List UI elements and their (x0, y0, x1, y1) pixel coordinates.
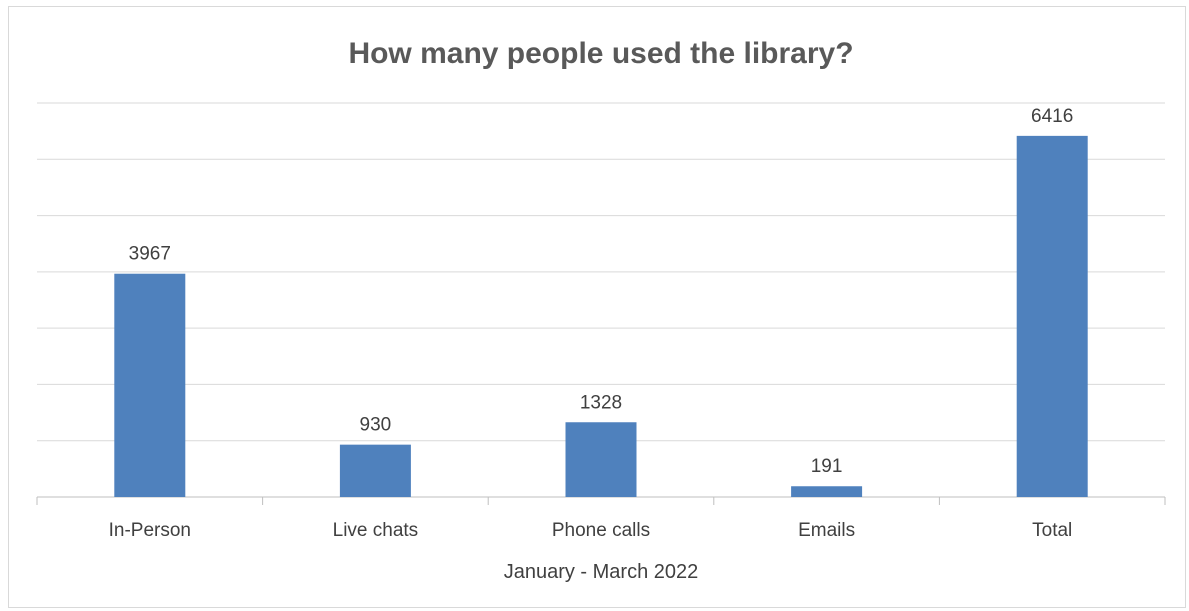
data-label-emails: 191 (811, 456, 843, 477)
x-tick-label-live-chats: Live chats (333, 520, 419, 541)
x-tick-label-phone-calls: Phone calls (552, 520, 650, 541)
data-label-in-person: 3967 (129, 244, 171, 265)
x-tick-label-in-person: In-Person (109, 520, 191, 541)
x-tick-label-emails: Emails (798, 520, 855, 541)
gridlines (37, 102, 1165, 442)
data-label-live-chats: 930 (360, 415, 392, 436)
bar-phone-calls (565, 422, 637, 497)
x-tick-labels: In-Person Live chats Phone calls Emails Tota… (109, 520, 1073, 541)
bars (114, 135, 1088, 497)
x-tick-label-total: Total (1032, 520, 1072, 541)
bar-total (1016, 135, 1088, 497)
data-label-total: 6416 (1031, 106, 1073, 127)
data-labels: 3967 930 1328 191 6416 (129, 106, 1074, 477)
bar-live-chats (339, 444, 411, 497)
data-label-phone-calls: 1328 (580, 392, 622, 413)
chart-title: How many people used the library? (348, 37, 853, 70)
bar-in-person (114, 273, 186, 497)
x-axis (36, 496, 1166, 505)
x-axis-title: January - March 2022 (504, 561, 699, 583)
bar-emails (791, 486, 863, 497)
chart-frame (8, 6, 1186, 608)
